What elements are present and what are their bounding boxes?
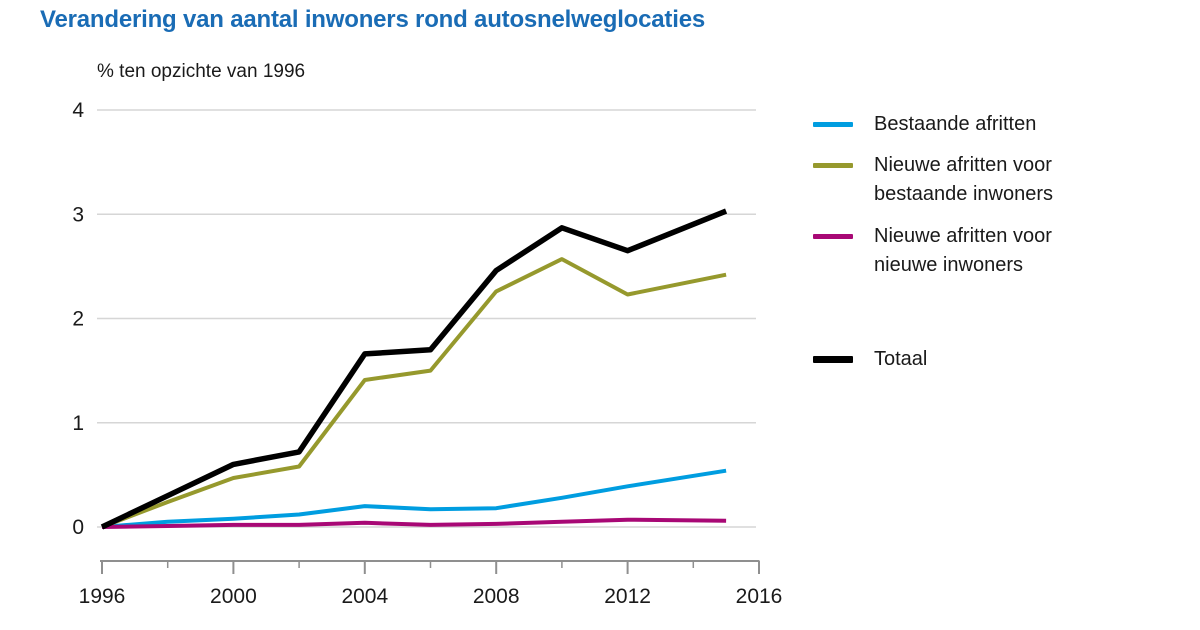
- legend-item: Nieuwe afritten voor nieuwe inwoners: [813, 222, 1079, 280]
- chart-title: Verandering van aantal inwoners rond aut…: [40, 6, 705, 33]
- x-tick-label: 2012: [604, 585, 651, 608]
- series-line-2: [101, 517, 727, 529]
- y-tick-label: 2: [72, 308, 84, 331]
- legend-item: Totaal: [813, 345, 1079, 374]
- y-tick-label: 4: [72, 99, 84, 122]
- legend-swatch-icon: [813, 234, 853, 239]
- x-tick-label: 2004: [341, 585, 388, 608]
- axis-unit-label: % ten opzichte van 1996: [97, 61, 306, 82]
- legend-label: Bestaande afritten: [874, 113, 1037, 135]
- legend-label: Nieuwe afritten voor bestaande inwoners: [874, 154, 1054, 205]
- y-tick-label: 1: [72, 412, 84, 435]
- series-line-1: [101, 257, 727, 529]
- legend-item: Nieuwe afritten voor bestaande inwoners: [813, 151, 1079, 209]
- series-line-0: [101, 468, 727, 529]
- series-line-3: [100, 208, 728, 530]
- x-tick-label: 2016: [736, 585, 783, 608]
- y-tick-label: 0: [72, 516, 84, 539]
- x-tick-label: 2008: [473, 585, 520, 608]
- y-tick-label: 3: [72, 203, 84, 226]
- x-tick-label: 1996: [79, 585, 126, 608]
- legend-label: Totaal: [874, 348, 928, 370]
- legend-swatch-icon: [813, 356, 853, 363]
- legend-item: Bestaande afritten: [813, 110, 1079, 139]
- x-tick-label: 2000: [210, 585, 257, 608]
- legend-label: Nieuwe afritten voor nieuwe inwoners: [874, 225, 1052, 276]
- legend-swatch-icon: [813, 163, 853, 168]
- legend-swatch-icon: [813, 122, 853, 127]
